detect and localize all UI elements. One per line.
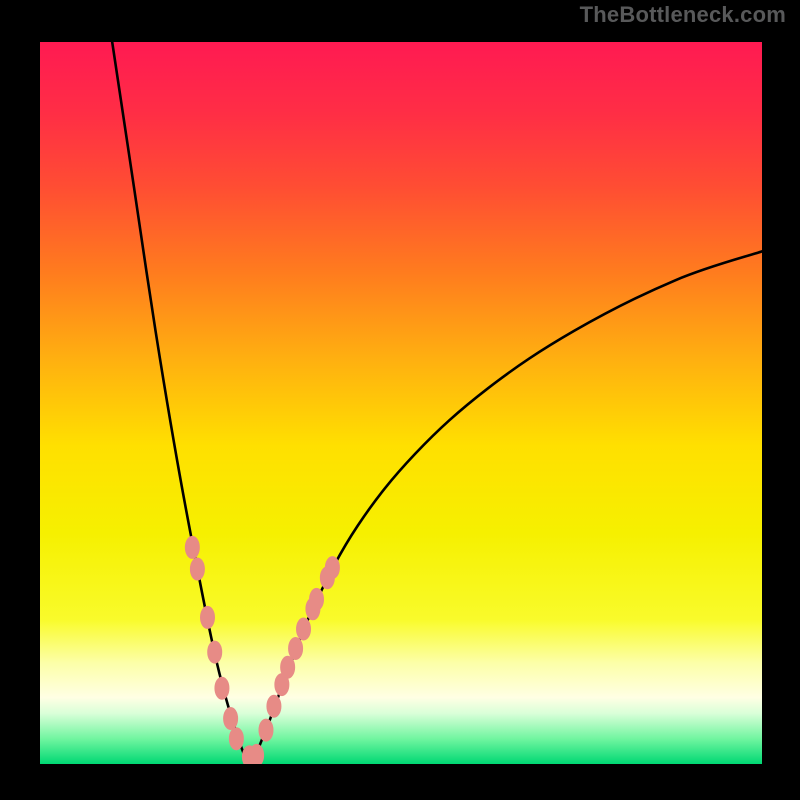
data-marker (281, 656, 295, 678)
data-marker (224, 708, 238, 730)
chart-container: TheBottleneck.com (0, 0, 800, 800)
gradient-background (40, 42, 762, 764)
data-marker (185, 536, 199, 558)
data-marker (267, 695, 281, 717)
data-marker (325, 557, 339, 579)
data-marker (259, 719, 273, 741)
data-marker (215, 677, 229, 699)
data-marker (190, 558, 204, 580)
data-marker (289, 637, 303, 659)
data-marker (201, 606, 215, 628)
data-marker (208, 641, 222, 663)
bottleneck-chart (0, 0, 800, 800)
data-marker (310, 588, 324, 610)
data-marker (250, 744, 264, 766)
data-marker (297, 618, 311, 640)
data-marker (229, 728, 243, 750)
watermark-text: TheBottleneck.com (580, 2, 786, 28)
